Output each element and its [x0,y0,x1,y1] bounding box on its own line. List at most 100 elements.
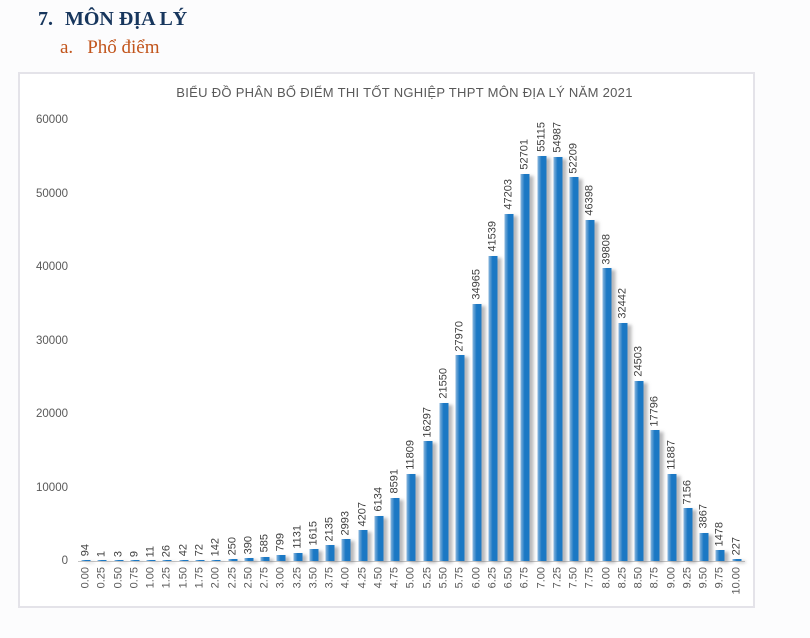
bar [683,508,693,561]
bar-value-label: 46398 [583,185,596,216]
x-axis-tick-label: 9.25 [681,567,694,589]
bar-value-label: 585 [258,534,271,553]
bar [439,402,449,561]
bar-slot: 7156 9.25 [680,120,696,589]
x-axis-tick-label: 7.25 [551,567,564,589]
bar-slot: 39808 8.00 [599,120,615,589]
x-axis-tick-label: 4.50 [372,567,385,589]
x-axis-tick-label: 5.25 [421,567,434,589]
x-axis-tick-label: 9.00 [665,567,678,589]
bar [390,497,400,561]
bar-value-label: 94 [79,544,92,557]
bar-value-label: 41539 [486,221,499,252]
bar-value-label: 1478 [713,521,726,547]
bar-slot: 1131 3.25 [289,120,305,588]
x-axis-tick-label: 6.75 [518,567,531,589]
bar [228,559,238,561]
x-axis-tick-label: 1.25 [160,567,173,589]
bar-value-label: 52701 [518,139,531,170]
bar [374,515,384,561]
x-axis-tick-label: 2.25 [226,567,239,589]
y-axis-tick-label: 10000 [36,481,68,494]
x-axis-tick-label: 3.75 [323,567,336,589]
bar-slot: 9 0.75 [127,120,143,589]
bar-value-label: 21550 [437,368,450,399]
bar-slot: 41539 6.25 [485,120,501,588]
bar-value-label: 4207 [356,501,369,527]
bar [602,268,612,561]
y-axis-tick-label: 20000 [36,408,68,420]
bar [260,556,270,561]
subsection-title: Phổ điểm [87,37,160,58]
bar-slot: 26 1.25 [159,120,175,589]
bar-slot: 3867 9.50 [696,120,712,588]
bar-slot: 250 2.25 [224,120,240,589]
bar-value-label: 72 [193,544,206,557]
x-axis-tick-label: 7.75 [583,567,596,589]
bar-value-label: 42 [177,544,190,557]
y-axis-tick-label: 30000 [36,334,68,347]
bar-slot: 142 2.00 [208,120,224,589]
bar [309,549,319,561]
x-axis-tick-label: 8.50 [632,567,645,589]
bar [358,530,368,561]
bar-slot: 24503 8.50 [631,120,647,588]
y-axis-tick-label: 0 [61,555,68,567]
bar [618,322,628,561]
bar-slot: 47203 6.50 [501,120,517,588]
bar-value-label: 8591 [388,469,401,494]
bar [488,255,498,561]
bar-value-label: 52209 [567,142,580,174]
y-axis: 0 10000 20000 30000 40000 50000 60000 [20,114,72,567]
x-axis-tick-label: 0.50 [112,567,125,589]
bar-slot: 21550 5.50 [436,120,452,588]
x-axis-tick-label: 0.00 [79,567,92,589]
bar-value-label: 142 [209,537,222,556]
bar [276,555,286,561]
x-axis-tick-label: 6.00 [470,567,482,589]
bar-slot: 799 3.00 [273,120,289,589]
bar-slot: 54987 7.25 [550,120,566,588]
bar [423,441,433,561]
bar [585,219,595,561]
x-axis-tick-label: 3.25 [291,567,304,589]
bar-value-label: 47203 [502,179,515,211]
subsection-heading: a. Phổ điểm [60,37,160,59]
bar [195,560,205,561]
x-axis-tick-label: 3.50 [307,567,320,589]
bar [146,560,156,561]
bar-value-label: 27970 [453,320,466,352]
bar-slot: 2135 3.75 [322,120,338,589]
bar-value-label: 3 [112,550,125,557]
y-axis-tick-label: 50000 [36,187,68,200]
bar-slot: 4207 4.25 [355,120,371,589]
bar-value-label: 1131 [291,525,304,549]
bar-slot: 46398 7.75 [582,120,598,588]
bar [537,155,547,561]
bar-value-label: 227 [730,536,743,556]
x-axis-tick-label: 8.75 [648,567,661,589]
section-heading: 7. MÔN ĐỊA LÝ [38,8,187,31]
bar-slot: 585 2.75 [257,120,273,588]
bar [325,545,335,561]
bar [667,473,677,561]
bar [162,560,172,561]
bar-slot: 227 10.00 [729,120,745,595]
x-axis-tick-label: 0.75 [128,567,141,589]
x-axis-tick-label: 5.50 [437,567,450,589]
x-axis-tick-label: 1.75 [193,567,206,589]
bar-value-label: 3867 [697,504,710,529]
chart-title: BIỂU ĐỒ PHÂN BỐ ĐIỂM THI TỐT NGHIỆP THPT… [176,85,633,100]
bar-slot: 2993 4.00 [338,120,354,589]
x-axis-tick-label: 10.00 [730,567,743,595]
bar-value-label: 16297 [421,406,434,438]
bar-slot: 32442 8.25 [615,120,631,588]
bar-slot: 6134 4.50 [371,120,387,588]
bar-slot: 3 0.50 [111,120,127,589]
bar-value-label: 11 [144,545,157,557]
bar-slot: 52209 7.50 [566,120,582,589]
bar [130,560,140,561]
bar-value-label: 24503 [632,346,645,377]
bar [244,558,254,561]
x-axis-tick-label: 1.50 [177,567,190,589]
